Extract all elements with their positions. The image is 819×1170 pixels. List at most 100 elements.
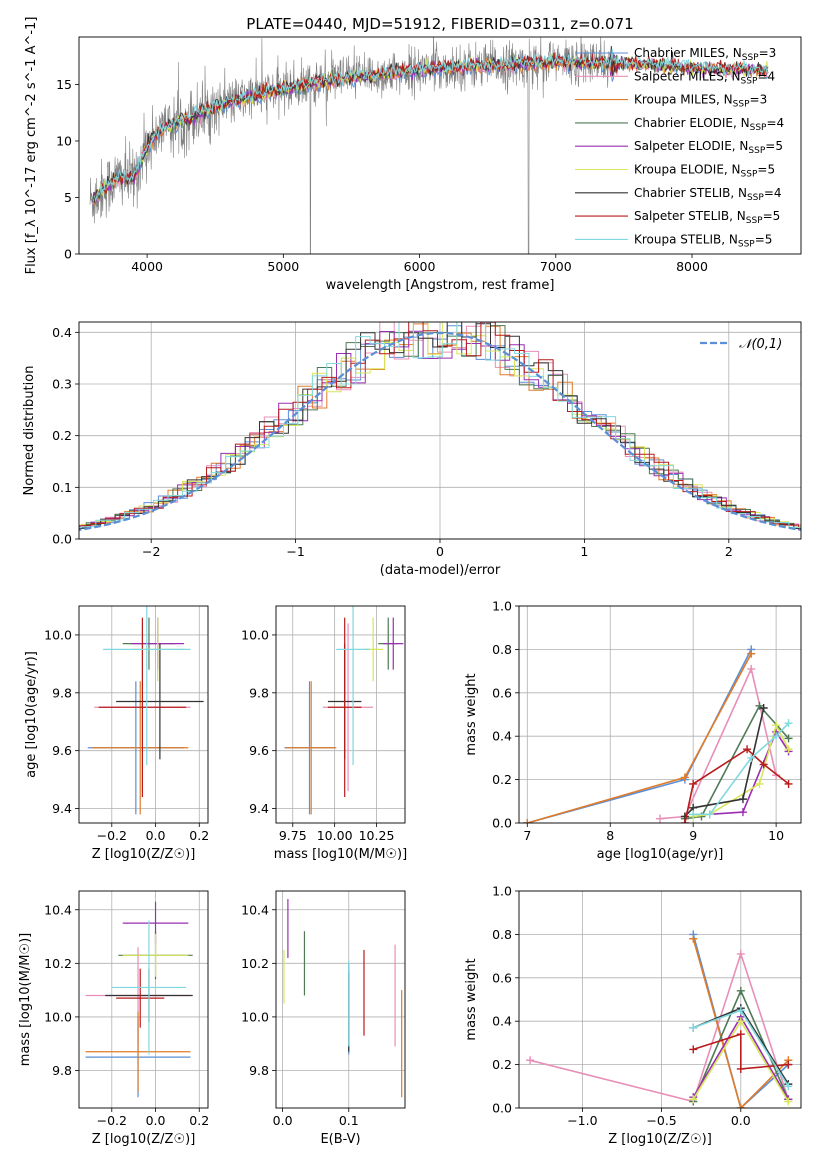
x-axis-label: Z [log10(Z/Z☉)] bbox=[608, 1132, 712, 1147]
errorbar-group bbox=[85, 901, 193, 1098]
y-tick-label: 0.4 bbox=[492, 729, 512, 744]
x-tick-label: −2 bbox=[142, 544, 160, 559]
y-tick-label: 0.2 bbox=[492, 1057, 512, 1072]
y-tick-label: 0.6 bbox=[492, 685, 512, 700]
y-axis-label: mass [log10(M/M☉)] bbox=[18, 933, 33, 1066]
legend-nssp-value: =4 bbox=[766, 116, 784, 130]
axes-frame bbox=[275, 890, 406, 1109]
legend-entry: Kroupa MILES, NSSP=3 bbox=[634, 93, 767, 110]
weight-line-2 bbox=[659, 666, 777, 820]
legend-model-name: Salpeter MILES, N bbox=[634, 69, 741, 83]
y-axis-label: mass weight bbox=[464, 673, 479, 755]
legend-subscript: SSP bbox=[746, 216, 763, 226]
y-tick-label: 10.4 bbox=[241, 902, 269, 917]
x-tick-label: 0.0 bbox=[273, 1113, 293, 1128]
weight-lines-group bbox=[523, 645, 793, 823]
panel-weight-vs-age: 7 8 9 10 0.0 0.2 0.4 0.6 0.8 1.0 age [log10(age/yr… bbox=[464, 599, 802, 862]
legend-entry: Salpeter ELODIE, NSSP=5 bbox=[634, 139, 783, 156]
legend-entry: Chabrier MILES, NSSP=3 bbox=[634, 46, 776, 63]
legend-model-name: Salpeter ELODIE, N bbox=[634, 139, 748, 153]
legend-subscript: SSP bbox=[748, 146, 765, 156]
y-tick-label: 10.2 bbox=[44, 956, 72, 971]
weight-marker bbox=[738, 808, 747, 817]
x-tick-label: 0.0 bbox=[146, 828, 166, 843]
y-tick-label: 10.2 bbox=[241, 956, 269, 971]
weight-marker bbox=[759, 760, 768, 769]
weight-marker bbox=[689, 779, 698, 788]
x-axis-label: Z [log10(Z/Z☉)] bbox=[92, 847, 196, 862]
x-tick-label: 1 bbox=[580, 544, 588, 559]
axes-frame bbox=[518, 605, 802, 824]
errorbar-group bbox=[284, 606, 404, 815]
x-tick-label: 5000 bbox=[267, 259, 299, 274]
weight-marker bbox=[689, 934, 698, 943]
legend-subscript: SSP bbox=[742, 53, 759, 63]
weight-marker bbox=[747, 753, 756, 762]
weight-marker bbox=[689, 1045, 698, 1054]
weight-marker bbox=[759, 703, 768, 712]
x-tick-label: 4000 bbox=[131, 259, 163, 274]
x-tick-label: 8 bbox=[606, 828, 614, 843]
legend-nssp-value: =4 bbox=[764, 186, 782, 200]
legend-model-name: Chabrier STELIB, N bbox=[634, 186, 747, 200]
legend-normal-label: 𝒩(0,1) bbox=[739, 337, 782, 352]
x-tick-label: 7000 bbox=[540, 259, 572, 274]
x-tick-label: 9.75 bbox=[279, 828, 307, 843]
y-tick-label: 10 bbox=[56, 133, 72, 148]
y-tick-label: 9.6 bbox=[52, 743, 72, 758]
y-axis-label: Flux [f_λ 10^-17 erg cm^-2 s^-1 A^-1] bbox=[24, 17, 39, 275]
legend-entry: Salpeter STELIB, NSSP=5 bbox=[634, 209, 780, 226]
weight-marker bbox=[755, 701, 764, 710]
weight-marker bbox=[689, 810, 698, 819]
weight-line-7 bbox=[684, 707, 765, 818]
weight-marker bbox=[743, 745, 752, 754]
x-tick-label: 7 bbox=[523, 828, 531, 843]
histogram-8 bbox=[79, 322, 801, 528]
histogram-7 bbox=[79, 322, 801, 529]
weight-line-3 bbox=[527, 653, 752, 823]
weight-marker bbox=[736, 1006, 745, 1015]
legend-nssp-value: =4 bbox=[757, 69, 775, 83]
figure-title: PLATE=0440, MJD=51912, FIBERID=0311, z=0… bbox=[246, 15, 633, 33]
panel-spectrum: 4000 5000 6000 7000 8000 0 5 10 15 wavelength [An… bbox=[24, 17, 802, 293]
weight-marker bbox=[772, 721, 781, 730]
axes-frame bbox=[78, 605, 209, 824]
x-axis-label: Z [log10(Z/Z☉)] bbox=[92, 1132, 196, 1147]
y-tick-label: 0.2 bbox=[492, 772, 512, 787]
panel-age-vs-metallicity: −0.2 0.0 0.2 9.4 9.6 9.8 10.0 Z [log10(Z/Z☉)] ag… bbox=[24, 605, 209, 862]
axes-frame bbox=[78, 36, 802, 255]
legend-subscript: SSP bbox=[747, 193, 764, 203]
weight-marker bbox=[784, 719, 793, 728]
x-tick-label: −0.5 bbox=[646, 1113, 676, 1128]
y-tick-label: 0.0 bbox=[52, 532, 72, 547]
legend-entry: Chabrier STELIB, NSSP=4 bbox=[634, 186, 782, 203]
weight-marker bbox=[680, 773, 689, 782]
y-tick-label: 0.8 bbox=[492, 642, 512, 657]
y-tick-label: 10.0 bbox=[241, 1009, 269, 1024]
legend-subscript: SSP bbox=[733, 100, 750, 110]
x-tick-label: −1 bbox=[286, 544, 304, 559]
weight-marker bbox=[736, 949, 745, 958]
axes-frame bbox=[78, 321, 802, 540]
panel-residuals: −2 −1 0 1 2 0.0 0.1 0.2 0.3 0.4 (data-model)/error… bbox=[22, 321, 802, 578]
weight-marker bbox=[784, 734, 793, 743]
x-tick-label: 10 bbox=[768, 828, 784, 843]
x-axis-label: E(B-V) bbox=[320, 1132, 360, 1147]
y-tick-label: 0.3 bbox=[52, 377, 72, 392]
weight-marker bbox=[784, 1060, 793, 1069]
weight-marker bbox=[689, 1095, 698, 1104]
weight-marker bbox=[736, 1030, 745, 1039]
legend-model-name: Kroupa MILES, N bbox=[634, 93, 733, 107]
y-tick-label: 0.1 bbox=[52, 480, 72, 495]
legend-subscript: SSP bbox=[750, 123, 767, 133]
weight-marker bbox=[747, 664, 756, 673]
weight-marker bbox=[705, 810, 714, 819]
legend-model-name: Kroupa ELODIE, N bbox=[634, 163, 741, 177]
legend-model-name: Salpeter STELIB, N bbox=[634, 209, 746, 223]
errorbar-group bbox=[87, 606, 204, 815]
y-tick-label: 9.8 bbox=[249, 685, 269, 700]
y-tick-label: 10.4 bbox=[44, 902, 72, 917]
spectrum-data-group bbox=[89, 37, 769, 254]
